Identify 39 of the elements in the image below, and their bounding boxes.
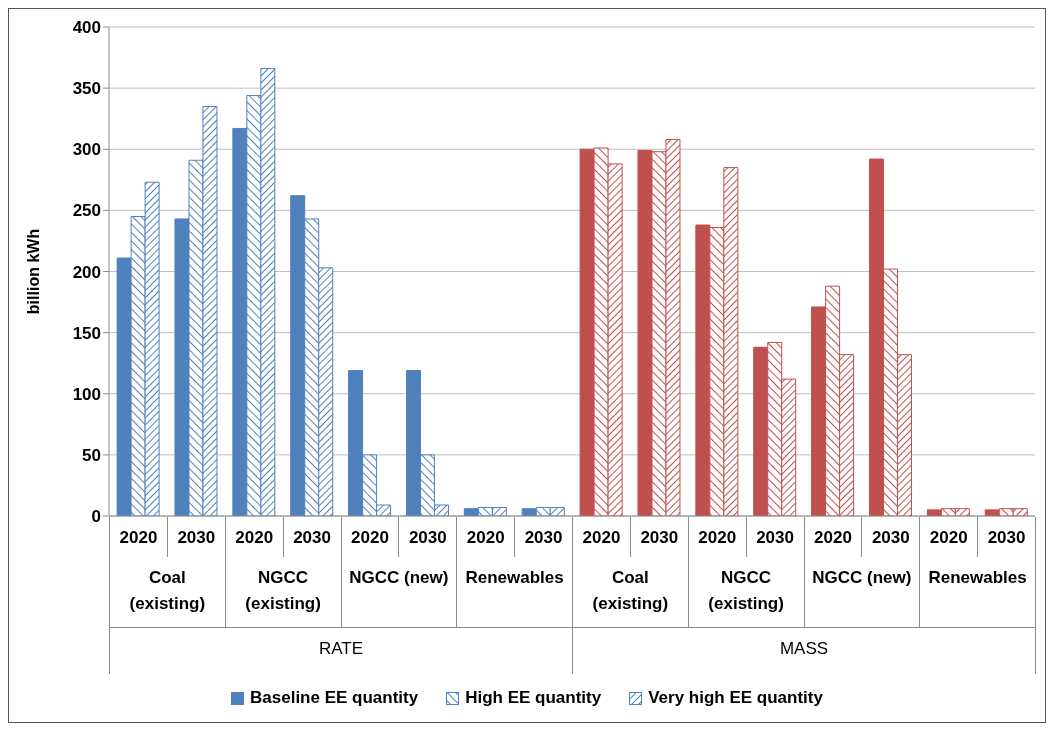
- x-tick-label: 2020: [224, 517, 283, 557]
- y-axis-title: billion kWh: [24, 228, 42, 315]
- y-tick-label: 300: [72, 140, 101, 160]
- y-tick-label: 50: [82, 445, 101, 465]
- x-tick-label: 2030: [514, 517, 572, 557]
- legend-label: Baseline EE quantity: [250, 688, 419, 708]
- text: NGCC (new): [340, 557, 457, 627]
- x-tick-label: 2020: [803, 517, 862, 557]
- x-tick-label: 2030: [745, 517, 804, 557]
- text: NGCC (new): [803, 557, 920, 627]
- x-tick-label: 2020: [456, 517, 515, 557]
- legend-label: High EE quantity: [465, 688, 602, 708]
- y-tick-label: 350: [72, 79, 101, 99]
- y-tick-label: 150: [72, 323, 101, 343]
- x-tick-label: 2020: [109, 517, 167, 557]
- text: NGCC (existing): [687, 557, 804, 627]
- x-tick-label: 2020: [687, 517, 746, 557]
- x-tick-label: 2020: [572, 517, 630, 557]
- x-tick-label: 2030: [166, 517, 225, 557]
- text: MASS: [572, 628, 1035, 674]
- x-tick-label: 2030: [977, 517, 1035, 557]
- x-tick-label: 2020: [919, 517, 978, 557]
- legend-label: Very high EE quantity: [648, 688, 823, 708]
- text: RATE: [109, 628, 572, 674]
- y-tick-label: 250: [72, 201, 101, 221]
- y-tick-label: 400: [72, 18, 101, 38]
- x-tick-label: 2030: [861, 517, 920, 557]
- y-tick-label: 100: [72, 384, 101, 404]
- y-tick-label: 200: [72, 262, 101, 282]
- text: Renewables: [919, 557, 1035, 627]
- text: Renewables: [456, 557, 572, 627]
- x-tick-label: 2020: [340, 517, 399, 557]
- x-tick-label: 2030: [398, 517, 457, 557]
- y-tick-label: 0: [91, 507, 101, 527]
- text: NGCC (existing): [224, 557, 341, 627]
- text: Coal (existing): [109, 557, 225, 627]
- x-tick-label: 2030: [629, 517, 688, 557]
- text: Coal (existing): [572, 557, 688, 627]
- x-tick-label: 2030: [282, 517, 341, 557]
